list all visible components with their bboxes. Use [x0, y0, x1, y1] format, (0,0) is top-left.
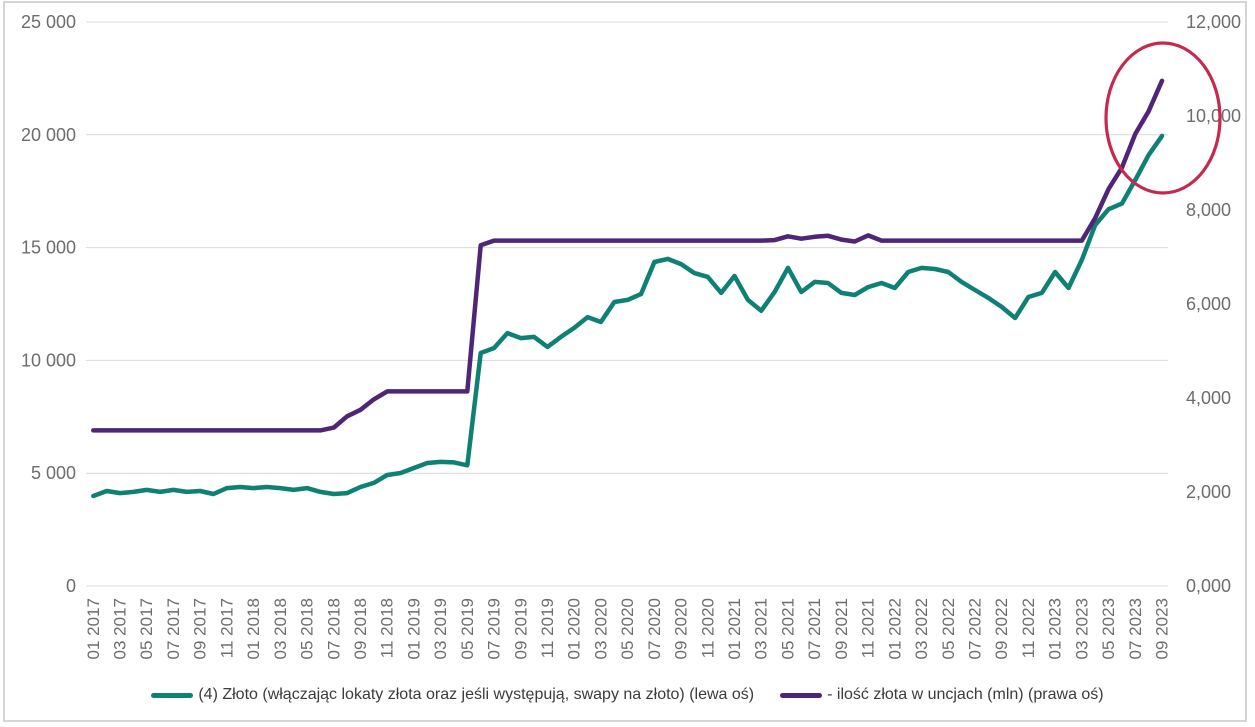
legend-label-gold-value: (4) Złoto (włączając lokaty złota oraz j… — [198, 686, 755, 703]
x-axis-tick-label: 03 2017 — [111, 598, 130, 659]
legend-item-gold-ounces: - ilość złota w uncjach (mln) (prawa oś) — [780, 686, 1104, 704]
x-axis-tick-label: 03 2019 — [431, 598, 450, 659]
x-axis-tick-label: 03 2020 — [591, 598, 610, 659]
left-axis-tick-label: 10 000 — [21, 350, 76, 370]
x-axis-tick-label: 01 2018 — [244, 598, 263, 659]
x-axis-tick-label: 07 2019 — [485, 598, 504, 659]
right-axis-tick-label: 8,000 — [1186, 200, 1231, 220]
x-axis-tick-label: 03 2023 — [1072, 598, 1091, 659]
x-axis-tick-label: 05 2023 — [1099, 598, 1118, 659]
right-axis-tick-label: 12,000 — [1186, 12, 1241, 32]
x-axis-tick-label: 05 2021 — [778, 598, 797, 659]
legend-label-gold-ounces: - ilość złota w uncjach (mln) (prawa oś) — [827, 686, 1104, 703]
x-axis-tick-label: 09 2018 — [351, 598, 370, 659]
x-axis-tick-label: 09 2019 — [511, 598, 530, 659]
right-axis-tick-label: 4,000 — [1186, 388, 1231, 408]
x-axis-tick-label: 09 2021 — [832, 598, 851, 659]
x-axis-tick-label: 11 2020 — [698, 598, 717, 658]
left-axis-tick-label: 0 — [66, 576, 76, 596]
right-axis-tick-label: 6,000 — [1186, 294, 1231, 314]
x-axis-tick-label: 05 2017 — [137, 598, 156, 659]
x-axis-tick-label: 07 2020 — [645, 598, 664, 659]
legend-item-gold-value: (4) Złoto (włączając lokaty złota oraz j… — [151, 686, 754, 704]
x-axis-tick-label: 09 2020 — [672, 598, 691, 659]
x-axis-tick-label: 05 2018 — [298, 598, 317, 659]
x-axis-tick-label: 05 2019 — [458, 598, 477, 659]
x-axis-tick-label: 11 2022 — [1019, 598, 1038, 658]
x-axis-tick-label: 07 2023 — [1126, 598, 1145, 659]
x-axis-tick-label: 07 2017 — [164, 598, 183, 659]
x-axis-tick-label: 11 2021 — [859, 598, 878, 658]
right-axis-tick-label: 0,000 — [1186, 576, 1231, 596]
x-axis-tick-label: 01 2017 — [84, 598, 103, 659]
series-line-gold-value — [91, 133, 1165, 499]
right-axis-tick-label: 2,000 — [1186, 482, 1231, 502]
x-axis-tick-label: 07 2018 — [324, 598, 343, 659]
left-axis-tick-label: 20 000 — [21, 125, 76, 145]
x-axis-tick-label: 09 2022 — [992, 598, 1011, 659]
highlight-ellipse — [1104, 41, 1222, 195]
x-axis-tick-label: 11 2017 — [217, 598, 236, 658]
chart-legend: (4) Złoto (włączając lokaty złota oraz j… — [0, 686, 1255, 704]
x-axis-tick-label: 11 2018 — [378, 598, 397, 658]
x-axis-tick-label: 09 2017 — [191, 598, 210, 659]
right-axis-tick-label: 10,000 — [1186, 106, 1241, 126]
x-axis-tick-label: 01 2021 — [725, 598, 744, 659]
x-axis-tick-label: 03 2018 — [271, 598, 290, 659]
x-axis-tick-label: 09 2023 — [1153, 598, 1172, 659]
x-axis-tick-label: 01 2022 — [885, 598, 904, 659]
series-line-gold-ounces — [91, 78, 1165, 433]
left-axis-tick-label: 25 000 — [21, 12, 76, 32]
legend-swatch-purple — [780, 692, 823, 698]
x-axis-tick-label: 05 2022 — [939, 598, 958, 659]
x-axis-tick-label: 03 2021 — [752, 598, 771, 659]
x-axis-tick-label: 01 2019 — [404, 598, 423, 659]
left-axis-tick-label: 5 000 — [31, 463, 76, 483]
left-axis-tick-label: 15 000 — [21, 238, 76, 258]
x-axis-tick-label: 01 2023 — [1046, 598, 1065, 659]
legend-swatch-teal — [151, 692, 194, 698]
x-axis-tick-label: 05 2020 — [618, 598, 637, 659]
x-axis-tick-label: 07 2021 — [805, 598, 824, 659]
x-axis-tick-label: 01 2020 — [565, 598, 584, 659]
x-axis-tick-label: 11 2019 — [538, 598, 557, 658]
x-axis-tick-label: 03 2022 — [912, 598, 931, 659]
x-axis-tick-label: 07 2022 — [965, 598, 984, 659]
